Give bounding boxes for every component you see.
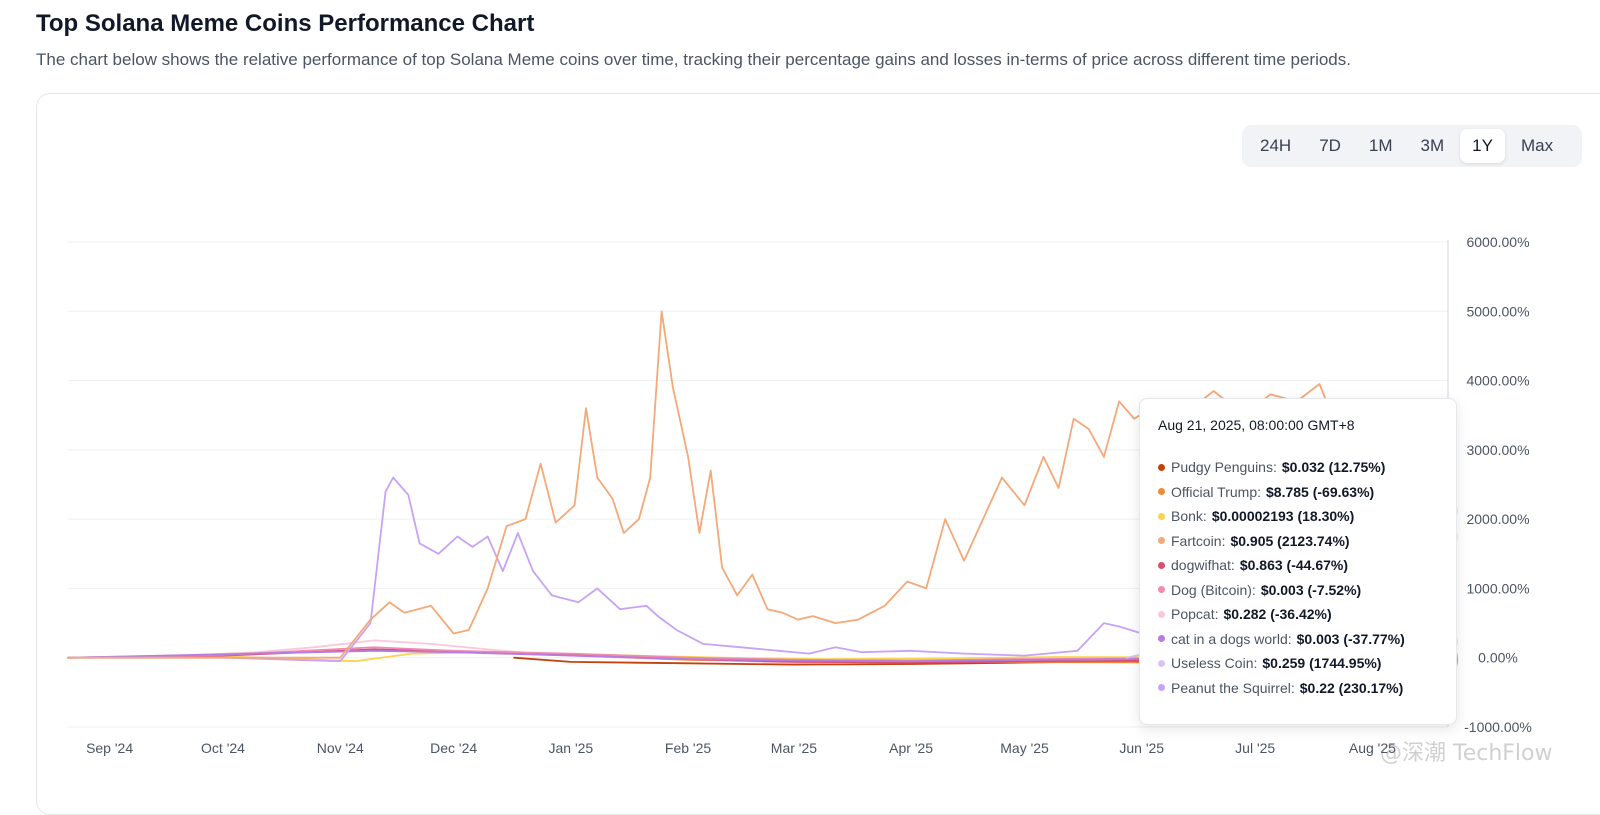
chart-tooltip: Aug 21, 2025, 08:00:00 GMT+8 Pudgy Pengu… [1139, 398, 1457, 725]
tooltip-series-name: Peanut the Squirrel: [1171, 679, 1295, 696]
tooltip-series-name: Official Trump: [1171, 483, 1261, 500]
range-7d-button[interactable]: 7D [1307, 129, 1353, 163]
tooltip-row: Official Trump: $8.785 (-69.63%) [1158, 480, 1438, 505]
tooltip-row: Popcat: $0.282 (-36.42%) [1158, 602, 1438, 627]
page-title: Top Solana Meme Coins Performance Chart [36, 10, 535, 37]
tooltip-series-value: $0.259 (1744.95%) [1262, 655, 1382, 672]
tooltip-series-value: $8.785 (-69.63%) [1266, 483, 1375, 500]
tooltip-series-name: cat in a dogs world: [1171, 630, 1292, 647]
tooltip-series-name: Bonk: [1171, 508, 1207, 525]
x-tick-label: Sep '24 [86, 740, 133, 756]
tooltip-series-value: $0.905 (2123.74%) [1230, 532, 1350, 549]
x-tick-label: Oct '24 [201, 740, 245, 756]
y-tick-label: 3000.00% [1466, 442, 1529, 458]
range-1y-button[interactable]: 1Y [1460, 129, 1505, 163]
tooltip-series-value: $0.22 (230.17%) [1299, 679, 1404, 696]
tooltip-row: Dog (Bitcoin): $0.003 (-7.52%) [1158, 578, 1438, 603]
tooltip-date: Aug 21, 2025, 08:00:00 GMT+8 [1158, 417, 1355, 433]
x-tick-label: Dec '24 [430, 740, 477, 756]
x-tick-label: Mar '25 [771, 740, 817, 756]
tooltip-series-value: $0.00002193 (18.30%) [1211, 508, 1355, 525]
x-tick-label: Feb '25 [665, 740, 711, 756]
tooltip-rows: Pudgy Penguins: $0.032 (12.75%) Official T… [1158, 455, 1438, 700]
range-max-button[interactable]: Max [1509, 129, 1565, 163]
watermark: @深潮 TechFlow [1380, 741, 1553, 766]
y-tick-label: -1000.00% [1464, 719, 1532, 735]
tooltip-series-name: Popcat: [1171, 606, 1219, 623]
tooltip-row: Bonk: $0.00002193 (18.30%) [1158, 504, 1438, 529]
tooltip-series-value: $0.003 (-7.52%) [1260, 581, 1362, 598]
range-24h-button[interactable]: 24H [1248, 129, 1303, 163]
tooltip-row: cat in a dogs world: $0.003 (-37.77%) [1158, 627, 1438, 652]
y-tick-label: 6000.00% [1466, 234, 1529, 250]
series-color-dot [1158, 463, 1165, 471]
x-tick-label: Apr '25 [889, 740, 933, 756]
series-color-dot [1158, 610, 1165, 618]
tooltip-series-name: Dog (Bitcoin): [1171, 581, 1256, 598]
x-tick-label: Jan '25 [548, 740, 593, 756]
x-tick-label: May '25 [1000, 740, 1049, 756]
range-1m-button[interactable]: 1M [1357, 129, 1405, 163]
x-tick-label: Jun '25 [1119, 740, 1164, 756]
tooltip-row: Pudgy Penguins: $0.032 (12.75%) [1158, 455, 1438, 480]
series-color-dot [1158, 659, 1165, 667]
y-tick-label: 2000.00% [1466, 511, 1529, 527]
series-color-dot [1158, 561, 1165, 569]
series-color-dot [1158, 684, 1165, 692]
y-tick-label: 1000.00% [1466, 580, 1529, 596]
tooltip-series-value: $0.032 (12.75%) [1281, 459, 1386, 476]
page-subtitle: The chart below shows the relative perfo… [36, 50, 1351, 69]
tooltip-series-name: Pudgy Penguins: [1171, 459, 1277, 476]
y-axis: 6000.00% 5000.00% 4000.00% 3000.00% 2000.00%… [1447, 234, 1532, 735]
tooltip-series-name: Fartcoin: [1171, 532, 1226, 549]
tooltip-row: Useless Coin: $0.259 (1744.95%) [1158, 651, 1438, 676]
tooltip-row: dogwifhat: $0.863 (-44.67%) [1158, 553, 1438, 578]
tooltip-series-value: $0.003 (-37.77%) [1296, 630, 1405, 647]
tooltip-series-name: dogwifhat: [1171, 557, 1235, 574]
x-tick-label: Jul '25 [1235, 740, 1275, 756]
tooltip-row: Fartcoin: $0.905 (2123.74%) [1158, 529, 1438, 554]
series-color-dot [1158, 586, 1165, 594]
y-tick-label: 0.00% [1478, 650, 1518, 666]
tooltip-series-name: Useless Coin: [1171, 655, 1258, 672]
series-color-dot [1158, 537, 1165, 545]
range-3m-button[interactable]: 3M [1409, 129, 1457, 163]
y-tick-label: 4000.00% [1466, 373, 1529, 389]
y-tick-label: 5000.00% [1466, 303, 1529, 319]
tooltip-row: Peanut the Squirrel: $0.22 (230.17%) [1158, 676, 1438, 701]
x-tick-label: Aug '25 [1349, 740, 1396, 756]
series-color-dot [1158, 512, 1165, 520]
time-range-selector: 24H 7D 1M 3M 1Y Max [1242, 125, 1582, 167]
series-color-dot [1158, 635, 1165, 643]
x-axis: Sep '24 Oct '24 Nov '24 Dec '24 Jan '25 Feb '… [86, 740, 1396, 756]
x-tick-label: Nov '24 [317, 740, 364, 756]
tooltip-series-value: $0.282 (-36.42%) [1223, 606, 1332, 623]
series-color-dot [1158, 488, 1165, 496]
tooltip-series-value: $0.863 (-44.67%) [1239, 557, 1349, 574]
